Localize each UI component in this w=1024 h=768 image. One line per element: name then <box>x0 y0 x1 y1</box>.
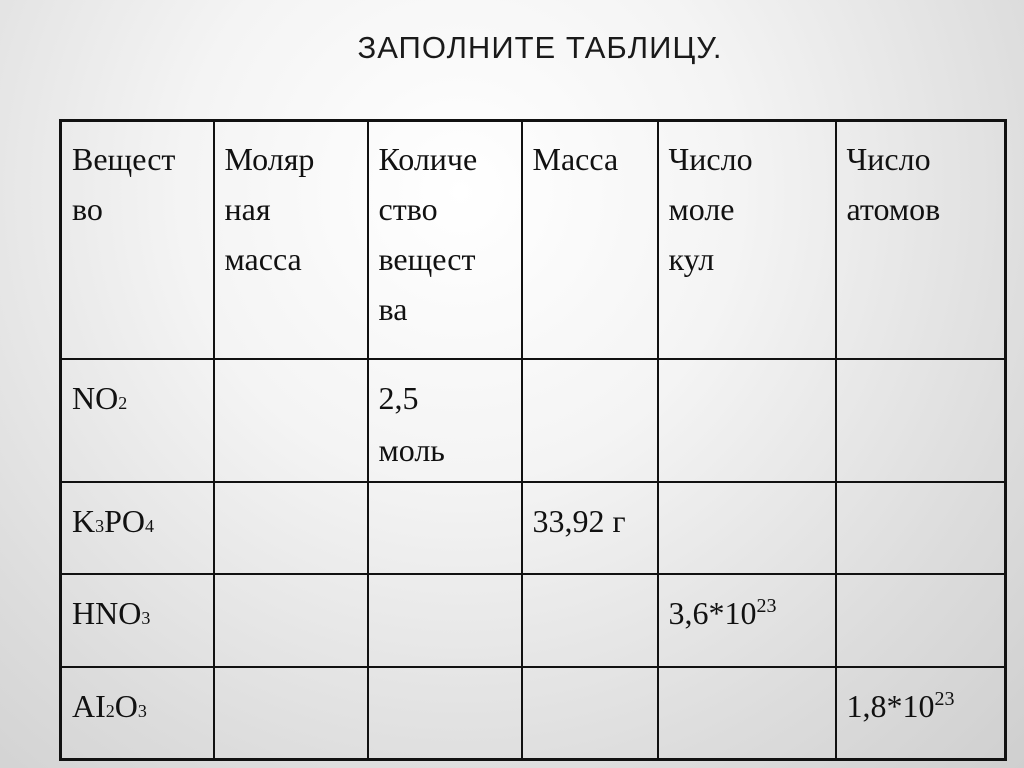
subscript: 3 <box>137 701 147 721</box>
value-cell[interactable] <box>656 666 837 760</box>
header-cell: Вещест во <box>59 119 215 360</box>
table-row: NO2 2,5 моль <box>59 358 1007 483</box>
value-cell[interactable] <box>212 358 369 483</box>
formula-cell: NO2 <box>59 358 215 483</box>
value-cell[interactable] <box>520 573 659 668</box>
header-cell: Моляр ная масса <box>212 119 369 360</box>
formula-part: PO <box>104 503 146 539</box>
value-cell[interactable] <box>520 666 659 760</box>
formula-part: NO <box>72 380 119 416</box>
header-line: моле <box>668 191 735 227</box>
subscript: 3 <box>141 608 151 628</box>
value-cell[interactable]: 2,5 моль <box>366 358 523 483</box>
subscript: 4 <box>145 516 155 536</box>
value-cell[interactable]: 1,8*1023 <box>834 666 1007 760</box>
table-row: HNO3 3,6*1023 <box>59 573 1007 668</box>
value-cell[interactable] <box>366 666 523 760</box>
table-row: AI2O3 1,8*1023 <box>59 666 1007 760</box>
formula-cell: HNO3 <box>59 573 215 668</box>
value-text: 33,92 г <box>532 503 626 539</box>
value-cell[interactable] <box>834 358 1007 483</box>
subscript: 2 <box>105 701 115 721</box>
value-cell[interactable]: 3,6*1023 <box>656 573 837 668</box>
data-table: Вещест во Моляр ная масса Количе ство вещест ва М… <box>59 119 1007 761</box>
header-line: ство <box>378 191 438 227</box>
value-cell[interactable] <box>834 573 1007 668</box>
value-cell[interactable] <box>520 358 659 483</box>
header-row: Вещест во Моляр ная масса Количе ство вещест ва М… <box>59 119 1007 360</box>
header-line: Число <box>668 141 753 177</box>
header-line: Моляр <box>224 141 315 177</box>
header-cell: Масса <box>520 119 659 360</box>
value-text: 3,6*10 <box>668 595 757 631</box>
header-line: Количе <box>378 141 478 177</box>
formula-cell: AI2O3 <box>59 666 215 760</box>
header-cell: Число моле кул <box>656 119 837 360</box>
value-cell[interactable] <box>212 666 369 760</box>
value-cell[interactable] <box>212 573 369 668</box>
formula-part: K <box>72 503 96 539</box>
value-text: 1,8*10 <box>846 688 935 724</box>
formula-part: HNO <box>72 595 142 631</box>
formula-cell: K3PO4 <box>59 481 215 575</box>
header-cell: Количе ство вещест ва <box>366 119 523 360</box>
value-line: моль <box>378 432 445 468</box>
header-line: во <box>72 191 103 227</box>
value-cell[interactable] <box>656 358 837 483</box>
header-line: Число <box>846 141 931 177</box>
subscript: 3 <box>95 516 105 536</box>
value-cell[interactable] <box>834 481 1007 575</box>
exponent: 23 <box>756 595 777 617</box>
header-line: ва <box>378 291 408 327</box>
header-line: Вещест <box>72 141 176 177</box>
header-line: масса <box>224 241 302 277</box>
formula-part: AI <box>72 688 106 724</box>
value-line: 2,5 <box>378 380 419 416</box>
value-cell[interactable] <box>366 573 523 668</box>
subscript: 2 <box>118 393 128 413</box>
slide-title: ЗАПОЛНИТЕ ТАБЛИЦУ. <box>357 30 723 65</box>
header-line: ная <box>224 191 271 227</box>
value-cell[interactable] <box>212 481 369 575</box>
table-row: K3PO4 33,92 г <box>59 481 1007 575</box>
value-cell[interactable]: 33,92 г <box>520 481 659 575</box>
header-line: атомов <box>846 191 941 227</box>
exponent: 23 <box>934 688 955 710</box>
header-line: вещест <box>378 241 476 277</box>
formula-part: O <box>114 688 138 724</box>
value-cell[interactable] <box>366 481 523 575</box>
header-line: кул <box>668 241 715 277</box>
value-cell[interactable] <box>656 481 837 575</box>
header-line: Масса <box>532 141 619 177</box>
header-cell: Число атомов <box>834 119 1007 360</box>
